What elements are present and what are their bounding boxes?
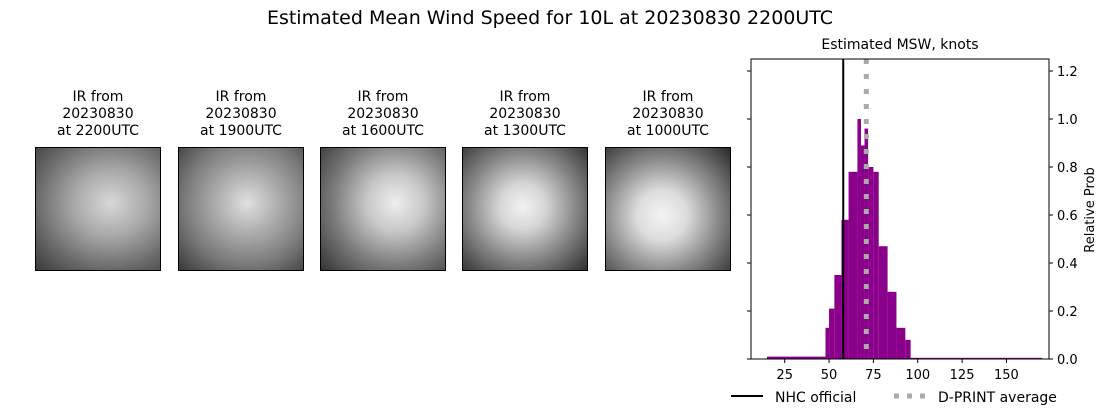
y-tick-label: 0.2 (1057, 305, 1078, 320)
y-tick-label: 0.0 (1057, 353, 1078, 368)
x-tick-label: 150 (994, 368, 1019, 383)
ir-panel-title: IR from 20230830 at 1300UTC (484, 89, 566, 139)
histogram-bar (766, 356, 826, 359)
x-tick-label: 25 (776, 368, 793, 383)
y-tick-label: 0.6 (1057, 209, 1078, 224)
histogram-bar (825, 327, 830, 359)
histogram-bar (878, 246, 888, 359)
x-tick-label: 75 (865, 368, 882, 383)
histogram-bar (910, 357, 1042, 359)
ir-panel-title: IR from 20230830 at 1600UTC (342, 89, 424, 139)
histogram-bar (841, 219, 849, 359)
ir-panel: IR from 20230830 at 1600UTC (320, 89, 446, 271)
ir-panel-title: IR from 20230830 at 2200UTC (57, 89, 139, 139)
y-axis-label: Relative Prob (1083, 167, 1098, 252)
y-tick-label: 1.0 (1057, 113, 1078, 128)
ir-satellite-image (178, 147, 304, 271)
histogram-bar (857, 119, 861, 359)
ir-panel-title: IR from 20230830 at 1900UTC (200, 89, 282, 139)
figure-suptitle: Estimated Mean Wind Speed for 10L at 202… (266, 7, 834, 29)
y-tick-label: 1.2 (1057, 65, 1078, 80)
histogram-bar (868, 167, 874, 359)
plot-frame (750, 58, 1050, 360)
ir-satellite-image (35, 147, 161, 271)
histogram-bar (834, 275, 842, 359)
ir-satellite-image (320, 147, 446, 271)
histogram-bar (873, 171, 879, 359)
histogram-bar (896, 327, 906, 359)
y-tick-label: 0.4 (1057, 257, 1078, 272)
chart-title: Estimated MSW, knots (821, 37, 979, 53)
x-tick-label: 50 (821, 368, 838, 383)
y-tick-label: 0.8 (1057, 161, 1078, 176)
histogram-bar (848, 171, 858, 359)
ir-panel: IR from 20230830 at 1300UTC (462, 89, 588, 271)
ir-panel-title: IR from 20230830 at 1000UTC (627, 89, 709, 139)
histogram-bar (829, 308, 835, 359)
ir-panel: IR from 20230830 at 2200UTC (35, 89, 161, 271)
legend-nhc-label: NHC official (775, 390, 856, 406)
legend-dprint-label: D-PRINT average (938, 390, 1057, 406)
ir-satellite-image (605, 147, 731, 271)
x-tick-label: 100 (905, 368, 930, 383)
histogram-bar (887, 291, 897, 359)
ir-satellite-image (462, 147, 588, 271)
x-tick-label: 125 (950, 368, 975, 383)
ir-panel: IR from 20230830 at 1900UTC (178, 89, 304, 271)
ir-panel: IR from 20230830 at 1000UTC (605, 89, 731, 271)
histogram-bar (860, 145, 865, 359)
histogram-bar (905, 339, 911, 359)
